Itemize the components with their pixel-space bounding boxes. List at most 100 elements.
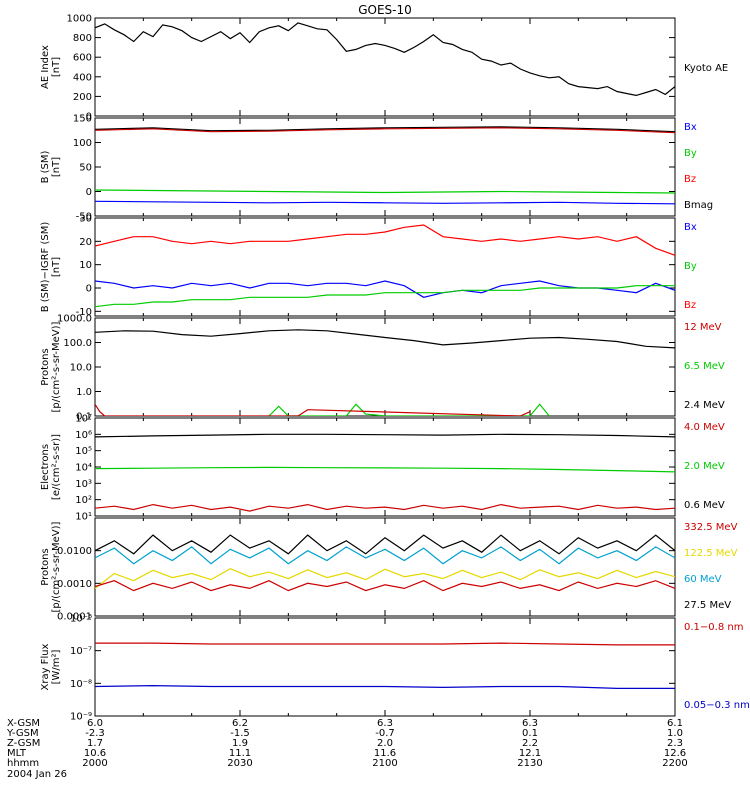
ephem-value: 10.6 bbox=[84, 748, 106, 759]
y-tick-label: 0 bbox=[86, 187, 92, 198]
ephem-value: 6.0 bbox=[87, 718, 103, 729]
legend-entry: 0.1−0.8 nm bbox=[684, 622, 743, 633]
panel-frame bbox=[94, 317, 676, 417]
y-tick-label: 1000 bbox=[67, 14, 92, 25]
ephem-value: 2.3 bbox=[667, 738, 683, 749]
legend-entry: 12 MeV bbox=[684, 322, 722, 333]
y-axis-label: B (SM)−IGRF (SM) bbox=[40, 222, 51, 313]
y-tick-label: 10⁶ bbox=[75, 430, 92, 441]
ephem-value: 0.1 bbox=[522, 728, 538, 739]
y-tick-label: 0 bbox=[86, 284, 92, 295]
y-tick-label: 1000.0 bbox=[57, 314, 92, 325]
y-tick-label: 10⁻⁶ bbox=[70, 614, 92, 625]
y-tick-label: 10⁻⁷ bbox=[70, 646, 92, 657]
y-tick-label: -10 bbox=[76, 307, 92, 318]
ephem-value: 11.1 bbox=[229, 748, 251, 759]
y-axis-label: Protons bbox=[40, 548, 51, 585]
panel-ae: 0 200 400 600 800 1000 AE Index [nT] Kyoto AE bbox=[40, 14, 728, 123]
y-axis-label: Xray Flux bbox=[40, 643, 51, 690]
ephem-row-label: Y-GSM bbox=[6, 728, 39, 739]
y-axis-label: [W/m²] bbox=[51, 649, 62, 684]
panel-frame bbox=[94, 17, 676, 117]
y-tick-label: 10³ bbox=[75, 479, 92, 490]
legend-entry: 4.0 MeV bbox=[684, 422, 725, 433]
y-axis-label: [e/(cm²-s-sr)] bbox=[51, 434, 62, 500]
y-tick-label: 10.0 bbox=[70, 363, 92, 374]
y-tick-label: 10² bbox=[75, 495, 92, 506]
series-line bbox=[95, 200, 675, 205]
y-axis-label: B (SM) bbox=[40, 150, 51, 183]
series-line bbox=[95, 126, 675, 133]
y-axis-label: AE Index bbox=[40, 45, 51, 89]
series-line bbox=[95, 280, 675, 298]
series-line bbox=[95, 466, 675, 473]
ephem-value: 1.9 bbox=[232, 738, 248, 749]
panel-bsm: -50 0 50 100 150 B (SM) [nT] Bx By Bz Bmag bbox=[40, 114, 713, 223]
legend-entry: By bbox=[684, 148, 697, 159]
legend-entry: Bx bbox=[684, 222, 697, 233]
ephem-row-label: X-GSM bbox=[7, 718, 40, 729]
panel-bmigrf: -10 0 10 20 30 B (SM)−IGRF (SM) [nT] Bx By Bz bbox=[40, 214, 697, 318]
series-line bbox=[95, 403, 531, 416]
y-tick-label: 10¹ bbox=[75, 512, 92, 523]
y-tick-label: 0.0001 bbox=[57, 612, 92, 623]
legend-entry: 332.5 MeV bbox=[684, 522, 738, 533]
y-axis-label: [p/(cm²-s-sr-MeV)] bbox=[51, 321, 62, 412]
y-tick-label: 0 bbox=[86, 112, 92, 123]
ephem-value: 2.2 bbox=[522, 738, 538, 749]
ephem-row-label: Z-GSM bbox=[7, 738, 40, 749]
y-axis-label: [nT] bbox=[51, 57, 62, 77]
y-tick-label: 100.0 bbox=[63, 338, 92, 349]
ephem-value: 11.6 bbox=[374, 748, 396, 759]
y-tick-label: 0.0010 bbox=[57, 579, 92, 590]
series-line bbox=[95, 433, 675, 438]
ephem-value: 12.1 bbox=[519, 748, 541, 759]
series-line bbox=[95, 546, 675, 565]
series-line bbox=[95, 285, 675, 308]
ephem-value: 2.0 bbox=[377, 738, 393, 749]
y-tick-label: -50 bbox=[76, 212, 92, 223]
y-tick-label: 10 bbox=[79, 260, 92, 271]
y-tick-label: 1.0 bbox=[76, 387, 92, 398]
y-axis-label: Electrons bbox=[40, 444, 51, 490]
panel-frame bbox=[94, 117, 676, 217]
y-tick-label: 0.1 bbox=[76, 412, 92, 423]
ephem-value: 2200 bbox=[662, 758, 687, 769]
series-line bbox=[268, 403, 550, 416]
panel-electrons: 10¹ 10² 10³ 10⁴ 10⁵ 10⁶ 10⁷ Electrons [e/(cm²-s-… bbox=[40, 414, 725, 523]
y-tick-label: 10⁻⁹ bbox=[70, 712, 92, 723]
ephem-date: 2004 Jan 26 bbox=[7, 769, 67, 780]
y-axis-label: [p/(cm²-s-sr-MeV)] bbox=[51, 521, 62, 612]
ephem-value: 2000 bbox=[82, 758, 107, 769]
legend-entry: 27.5 MeV bbox=[684, 600, 731, 611]
legend-entry: 2.0 MeV bbox=[684, 461, 725, 472]
series-line bbox=[95, 580, 675, 592]
panel-frame bbox=[94, 517, 676, 617]
ephem-value: -1.5 bbox=[230, 728, 250, 739]
series-line bbox=[95, 127, 675, 134]
ephem-value: -2.3 bbox=[85, 728, 105, 739]
y-tick-label: 10⁴ bbox=[75, 463, 92, 474]
legend-entry: 0.05−0.3 nm bbox=[684, 700, 750, 711]
series-line bbox=[95, 224, 675, 256]
ephem-value: 2030 bbox=[227, 758, 252, 769]
y-tick-label: 30 bbox=[79, 214, 92, 225]
legend-entry: 60 MeV bbox=[684, 574, 722, 585]
y-tick-label: 10⁵ bbox=[75, 446, 92, 457]
y-axis-label: [nT] bbox=[51, 257, 62, 277]
ephem-value: 2130 bbox=[517, 758, 542, 769]
series-line bbox=[95, 329, 675, 349]
legend-entry: 0.6 MeV bbox=[684, 500, 725, 511]
ephem-value: 12.6 bbox=[664, 748, 686, 759]
y-tick-label: 600 bbox=[73, 53, 92, 64]
ephem-value: 6.3 bbox=[522, 718, 538, 729]
ephem-value: 6.2 bbox=[232, 718, 248, 729]
ephem-value: -0.7 bbox=[375, 728, 395, 739]
series-line bbox=[95, 684, 675, 690]
series-line bbox=[95, 189, 675, 194]
series-line bbox=[95, 534, 675, 555]
y-tick-label: 20 bbox=[79, 237, 92, 248]
legend-entry: Bx bbox=[684, 122, 697, 133]
